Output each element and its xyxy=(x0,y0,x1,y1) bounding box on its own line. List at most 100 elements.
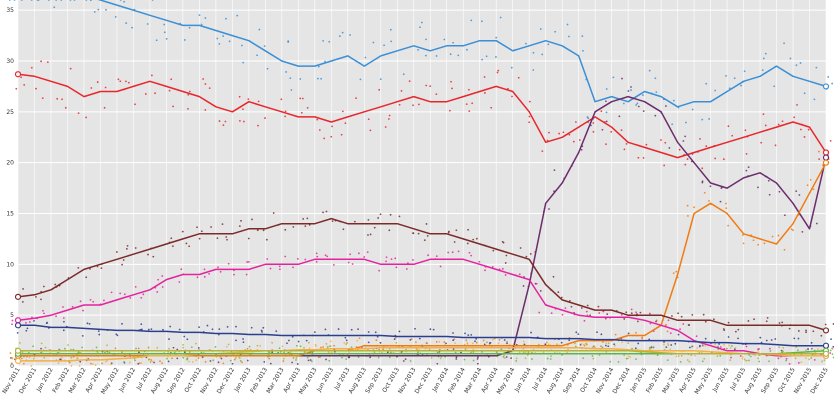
poll-dot xyxy=(598,312,601,314)
poll-dot xyxy=(323,137,326,140)
poll-dot xyxy=(328,40,331,43)
poll-dot xyxy=(167,360,170,363)
poll-dot xyxy=(417,351,419,354)
poll-dot xyxy=(799,128,802,131)
poll-dot xyxy=(22,288,24,290)
poll-dot xyxy=(405,268,408,270)
poll-dot xyxy=(593,345,596,348)
poll-dot xyxy=(688,346,691,349)
poll-dot xyxy=(126,244,129,247)
poll-dot xyxy=(78,351,80,354)
poll-dot xyxy=(686,158,689,160)
poll-dot xyxy=(538,311,541,314)
poll-dot xyxy=(182,356,185,359)
poll-dot xyxy=(40,342,43,345)
poll-dot xyxy=(140,296,143,299)
poll-dot xyxy=(97,330,100,333)
poll-dot xyxy=(324,254,327,257)
poll-dot xyxy=(575,121,577,123)
poll-dot xyxy=(585,310,588,313)
poll-dot xyxy=(256,54,258,57)
poll-dot xyxy=(318,129,321,131)
poll-dot xyxy=(742,234,744,236)
poll-dot xyxy=(389,351,392,354)
poll-dot xyxy=(236,14,239,17)
poll-dot xyxy=(623,354,626,357)
poll-dot xyxy=(40,351,43,354)
poll-dot xyxy=(467,228,470,231)
poll-dot xyxy=(95,346,98,349)
poll-dot xyxy=(663,343,665,346)
poll-dot xyxy=(637,320,639,323)
poll-dot xyxy=(577,333,580,336)
poll-dot xyxy=(606,313,609,316)
poll-dot xyxy=(261,331,263,333)
poll-dot xyxy=(627,342,630,345)
poll-dot xyxy=(492,249,495,252)
poll-dot xyxy=(457,250,460,253)
poll-dot xyxy=(345,358,348,361)
poll-dot xyxy=(286,342,288,345)
poll-dot xyxy=(238,95,241,98)
poll-dot xyxy=(499,16,502,19)
poll-dot xyxy=(483,343,486,346)
poll-dot xyxy=(723,329,726,331)
poll-dot xyxy=(778,190,781,193)
poll-dot xyxy=(770,339,773,341)
poll-dot xyxy=(703,357,706,360)
poll-dot xyxy=(92,300,95,303)
poll-dot xyxy=(532,69,535,71)
poll-dot xyxy=(257,124,259,127)
poll-dot xyxy=(367,218,370,221)
poll-dot xyxy=(539,28,542,30)
poll-dot xyxy=(466,242,469,245)
poll-dot xyxy=(453,241,456,243)
poll-dot xyxy=(372,41,375,44)
poll-dot xyxy=(541,53,544,56)
poll-dot xyxy=(677,312,679,315)
poll-dot xyxy=(506,342,508,345)
poll-dot xyxy=(106,344,108,347)
poll-dot xyxy=(505,356,508,358)
poll-dot xyxy=(547,343,550,346)
poll-dot xyxy=(388,114,391,117)
poll-dot xyxy=(730,345,733,347)
poll-dot xyxy=(134,247,137,249)
poll-dot xyxy=(263,45,266,48)
poll-dot xyxy=(752,239,755,242)
poll-dot xyxy=(48,0,50,1)
poll-dot xyxy=(188,90,191,93)
poll-dot xyxy=(719,200,722,203)
poll-dot xyxy=(404,358,407,361)
poll-dot xyxy=(204,83,207,85)
poll-dot xyxy=(26,327,29,330)
poll-dot xyxy=(369,129,372,132)
poll-dot xyxy=(367,331,370,333)
poll-dot xyxy=(781,120,784,123)
poll-dot xyxy=(229,359,232,362)
poll-dot xyxy=(218,328,221,331)
poll-dot xyxy=(719,354,722,357)
poll-dot xyxy=(760,141,763,144)
poll-dot xyxy=(204,109,207,111)
poll-dot xyxy=(554,30,557,33)
poll-dot xyxy=(328,359,331,362)
poll-dot xyxy=(25,329,28,332)
poll-dot xyxy=(455,229,458,232)
poll-dot xyxy=(688,324,691,326)
poll-dot xyxy=(138,362,141,365)
poll-dot xyxy=(115,333,118,336)
poll-dot xyxy=(475,237,478,240)
poll-dot xyxy=(63,320,65,323)
series-endpoints xyxy=(14,71,830,365)
poll-dot xyxy=(453,338,456,341)
poll-dot xyxy=(561,313,564,316)
poll-dot xyxy=(224,120,227,123)
poll-dot xyxy=(476,357,479,360)
poll-dot xyxy=(491,266,494,268)
poll-dot xyxy=(388,348,391,350)
poll-dot xyxy=(157,278,160,281)
poll-dot xyxy=(299,345,302,348)
poll-dot xyxy=(566,351,569,354)
poll-dot xyxy=(183,335,186,338)
